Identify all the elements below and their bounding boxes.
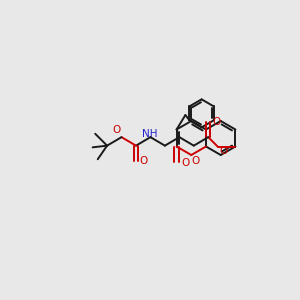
Text: O: O bbox=[140, 156, 148, 166]
Text: O: O bbox=[212, 117, 220, 127]
Text: O: O bbox=[112, 125, 121, 135]
Text: O: O bbox=[191, 156, 200, 166]
Text: O: O bbox=[219, 146, 228, 157]
Text: NH: NH bbox=[142, 129, 157, 139]
Text: O: O bbox=[182, 158, 190, 168]
